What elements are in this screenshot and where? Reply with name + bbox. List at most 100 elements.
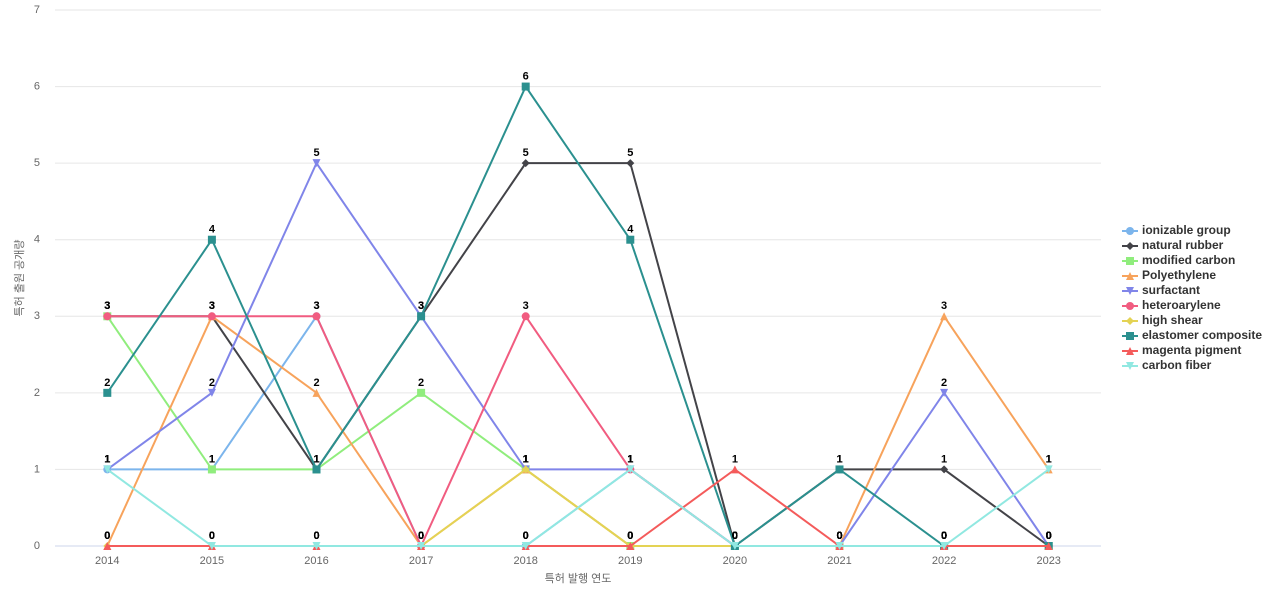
point bbox=[521, 542, 530, 550]
data-label: 3 bbox=[418, 300, 424, 312]
point bbox=[940, 388, 949, 397]
y-tick-label: 0 bbox=[34, 540, 40, 552]
data-label: 0 bbox=[1046, 530, 1052, 542]
data-label: 0 bbox=[732, 530, 738, 542]
legend-item[interactable]: magenta pigment bbox=[1122, 343, 1241, 357]
point bbox=[207, 388, 216, 397]
legend-label: elastomer composite bbox=[1142, 328, 1262, 342]
legend-item[interactable]: elastomer composite bbox=[1122, 328, 1262, 342]
data-label: 0 bbox=[1046, 530, 1052, 542]
data-label: 0 bbox=[836, 530, 842, 542]
point bbox=[521, 465, 530, 474]
data-label: 1 bbox=[523, 453, 529, 465]
legend-marker bbox=[1126, 257, 1134, 265]
series-line bbox=[106, 84, 1049, 548]
data-label: 0 bbox=[732, 530, 738, 542]
x-tick-label: 2019 bbox=[618, 555, 642, 567]
data-label: 1 bbox=[1046, 453, 1052, 465]
data-label: 0 bbox=[418, 530, 424, 542]
x-tick-label: 2017 bbox=[409, 555, 433, 567]
data-label: 3 bbox=[104, 300, 110, 312]
data-label: 1 bbox=[732, 453, 738, 465]
point bbox=[103, 388, 112, 397]
series-line bbox=[107, 314, 1049, 549]
data-label: 2 bbox=[313, 377, 319, 389]
data-label: 0 bbox=[104, 530, 110, 542]
legend-item[interactable]: high shear bbox=[1122, 313, 1203, 327]
data-label: 0 bbox=[523, 530, 529, 542]
data-label: 0 bbox=[313, 530, 319, 542]
data-label: 0 bbox=[1046, 530, 1052, 542]
point bbox=[103, 312, 112, 321]
legend-item[interactable]: modified carbon bbox=[1122, 253, 1235, 267]
x-tick-label: 2015 bbox=[200, 555, 224, 567]
data-label: 3 bbox=[104, 300, 110, 312]
x-tick-label: 2023 bbox=[1036, 555, 1060, 567]
point bbox=[940, 465, 949, 474]
point bbox=[730, 465, 739, 474]
point bbox=[626, 542, 635, 550]
data-label: 0 bbox=[418, 530, 424, 542]
point bbox=[835, 542, 844, 550]
point bbox=[312, 465, 321, 474]
data-label: 0 bbox=[418, 530, 424, 542]
x-axis-title: 특허 발행 연도 bbox=[545, 572, 612, 585]
point bbox=[312, 388, 321, 397]
data-label: 4 bbox=[627, 224, 634, 236]
point bbox=[521, 159, 530, 168]
data-label: 3 bbox=[209, 300, 215, 312]
data-label: 0 bbox=[523, 530, 529, 542]
data-label: 0 bbox=[627, 530, 633, 542]
data-label: 4 bbox=[209, 224, 216, 236]
y-tick-label: 6 bbox=[34, 80, 40, 92]
legend-item[interactable]: surfactant bbox=[1122, 283, 1200, 297]
data-label: 0 bbox=[941, 530, 947, 542]
data-label: 0 bbox=[941, 530, 947, 542]
data-label: 3 bbox=[313, 300, 319, 312]
point bbox=[417, 388, 426, 397]
y-tick-label: 7 bbox=[34, 4, 40, 16]
data-label: 0 bbox=[836, 530, 842, 542]
point bbox=[521, 312, 530, 321]
point bbox=[940, 542, 949, 550]
y-tick-label: 5 bbox=[34, 157, 40, 169]
data-label: 0 bbox=[836, 530, 842, 542]
point bbox=[103, 465, 112, 474]
legend-label: carbon fiber bbox=[1142, 358, 1212, 372]
data-label: 1 bbox=[209, 453, 215, 465]
point bbox=[417, 312, 426, 321]
data-label: 0 bbox=[1046, 530, 1052, 542]
data-label: 0 bbox=[313, 530, 319, 542]
legend-item[interactable]: natural rubber bbox=[1122, 238, 1224, 252]
legend-item[interactable]: Polyethylene bbox=[1122, 268, 1216, 282]
point bbox=[103, 542, 112, 550]
data-label: 0 bbox=[627, 530, 633, 542]
data-label: 3 bbox=[418, 300, 424, 312]
legend-marker bbox=[1126, 242, 1134, 250]
data-label: 0 bbox=[418, 530, 424, 542]
data-label: 1 bbox=[627, 453, 633, 465]
data-label: 1 bbox=[627, 453, 633, 465]
legend-item[interactable]: heteroarylene bbox=[1122, 298, 1221, 312]
x-tick-label: 2020 bbox=[723, 555, 747, 567]
data-label: 1 bbox=[523, 453, 529, 465]
data-label: 0 bbox=[732, 530, 738, 542]
data-label: 3 bbox=[313, 300, 319, 312]
data-label: 0 bbox=[104, 530, 110, 542]
legend-marker bbox=[1126, 347, 1134, 355]
data-label: 1 bbox=[104, 453, 110, 465]
legend-item[interactable]: ionizable group bbox=[1122, 223, 1231, 237]
data-label: 0 bbox=[732, 530, 738, 542]
point bbox=[312, 312, 321, 321]
data-label: 0 bbox=[732, 530, 738, 542]
x-tick-label: 2021 bbox=[827, 555, 851, 567]
legend-marker bbox=[1126, 287, 1134, 295]
point bbox=[312, 159, 321, 168]
data-label: 1 bbox=[836, 453, 842, 465]
legend-label: Polyethylene bbox=[1142, 268, 1216, 282]
x-tick-label: 2014 bbox=[95, 555, 119, 567]
data-label: 1 bbox=[523, 453, 529, 465]
legend-item[interactable]: carbon fiber bbox=[1122, 358, 1212, 372]
legend-label: ionizable group bbox=[1142, 223, 1231, 237]
legend-marker bbox=[1126, 362, 1134, 370]
